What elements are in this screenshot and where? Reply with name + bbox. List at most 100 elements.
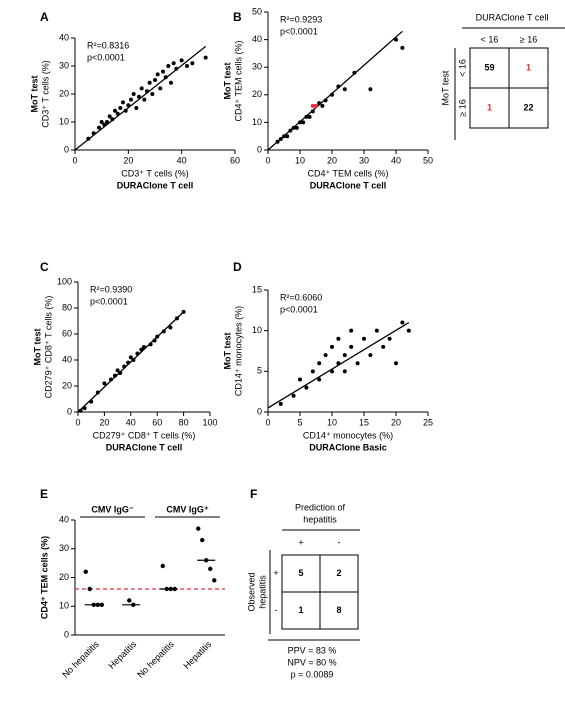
annotation: p<0.0001	[280, 26, 318, 36]
y-tick-label: 0	[257, 406, 262, 416]
point	[121, 100, 125, 105]
point	[352, 70, 357, 75]
point	[91, 131, 96, 136]
x-tick-label: 20	[99, 417, 109, 427]
point	[109, 377, 113, 382]
y-tick-label: 60	[62, 328, 72, 338]
y-tick-label: 80	[62, 302, 72, 312]
annotation: R²=0.8316	[87, 40, 129, 50]
point	[161, 329, 166, 334]
point	[127, 598, 132, 603]
point	[102, 122, 107, 127]
y-tick-label: 100	[57, 276, 72, 286]
x-axis-title: DURAClone T cell	[106, 442, 183, 452]
x-tick-label: 40	[177, 155, 187, 165]
annotation: R²=0.9293	[280, 14, 322, 24]
point	[131, 92, 136, 96]
point	[400, 320, 405, 325]
cell-value: 1	[487, 102, 492, 112]
cell	[319, 591, 359, 630]
y-tick-label: 0	[64, 144, 69, 154]
x-tick-label: 20	[123, 155, 133, 165]
point	[161, 69, 165, 74]
x-tick-label: 20	[391, 417, 401, 427]
y-axis-title: MoT test	[222, 62, 232, 99]
y-tick-label: 30	[252, 62, 262, 72]
x-tick-label: No hepatitis	[60, 639, 101, 680]
y-axis-title: CD14⁺ monocytes (%)	[233, 306, 243, 396]
point	[355, 361, 360, 366]
column-label: ≥ 16	[520, 34, 537, 44]
point	[336, 361, 341, 366]
point	[394, 361, 398, 366]
point	[307, 114, 312, 119]
point	[112, 373, 117, 378]
point	[155, 72, 160, 77]
point	[97, 125, 101, 130]
fit-line	[77, 311, 185, 413]
row-title: Observed	[246, 572, 256, 611]
y-axis-title: MoT test	[222, 332, 232, 369]
x-tick-label: 0	[265, 155, 270, 165]
point	[291, 393, 296, 398]
x-tick-label: 40	[391, 155, 401, 165]
column-label: -	[338, 537, 341, 547]
point	[139, 347, 144, 352]
y-tick-label: 30	[59, 60, 69, 70]
panel-label: C	[40, 260, 49, 274]
annotation: R²=0.9390	[90, 284, 132, 294]
panel-label: E	[40, 487, 48, 501]
point	[317, 101, 322, 106]
row-label: +	[273, 568, 278, 578]
point	[362, 336, 366, 341]
point	[166, 64, 171, 68]
point	[330, 369, 334, 374]
x-tick-label: No hepatitis	[135, 639, 176, 680]
point	[342, 87, 347, 92]
point	[118, 371, 123, 375]
column-label: +	[298, 537, 303, 547]
group-label: CMV IgG⁻	[91, 504, 133, 514]
point	[135, 351, 140, 356]
point	[153, 78, 157, 82]
point	[115, 111, 120, 116]
point	[131, 358, 136, 362]
point	[169, 80, 173, 85]
point	[381, 344, 386, 349]
point	[323, 98, 328, 103]
point	[294, 125, 299, 130]
point	[320, 103, 325, 108]
x-axis-title: DURAClone T cell	[117, 180, 194, 190]
point	[95, 390, 100, 395]
point	[86, 136, 91, 141]
x-axis-title: CD4⁺ TEM cells (%)	[307, 168, 388, 178]
y-axis-title: CD279⁺ CD8⁺ T cells (%)	[43, 296, 53, 399]
y-tick-label: 20	[252, 89, 262, 99]
point	[208, 566, 213, 572]
x-axis-title: DURAClone Basic	[309, 442, 387, 452]
point	[134, 106, 139, 110]
point	[113, 108, 117, 113]
y-tick-label: 0	[67, 406, 72, 416]
point	[147, 80, 152, 85]
x-axis-title: CD3⁺ T cells (%)	[121, 168, 188, 178]
point	[317, 361, 322, 366]
point	[160, 563, 165, 569]
point	[118, 106, 123, 110]
stat: p = 0.0089	[291, 669, 334, 679]
point	[175, 316, 179, 321]
stat: PPV = 83 %	[288, 645, 337, 655]
point	[142, 97, 147, 102]
y-tick-label: 10	[59, 116, 69, 126]
point	[196, 526, 201, 531]
fit-line	[267, 321, 410, 409]
point	[330, 344, 334, 349]
point	[394, 37, 398, 42]
point	[285, 134, 290, 139]
x-tick-label: 20	[327, 155, 337, 165]
point	[298, 120, 302, 125]
point	[139, 86, 144, 91]
point	[314, 103, 318, 108]
point	[105, 120, 109, 124]
cell-value: 2	[336, 568, 341, 578]
